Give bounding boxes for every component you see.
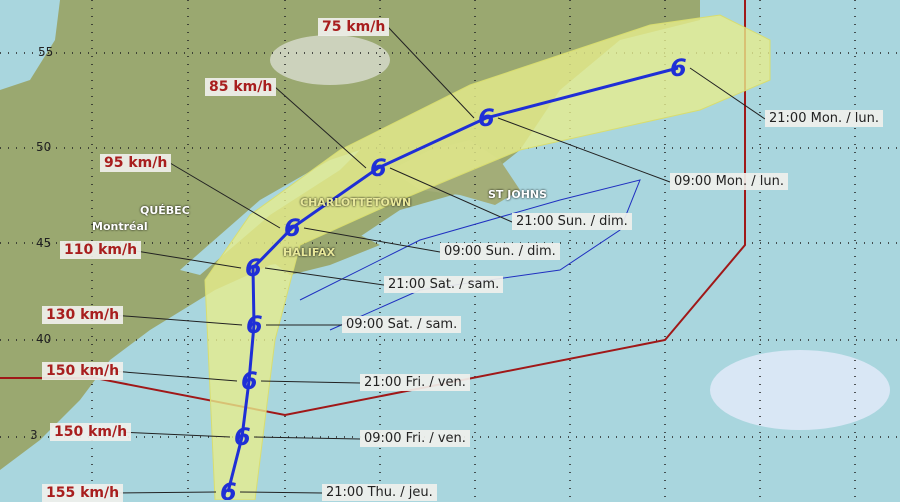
lat-label-35: 3 — [30, 428, 38, 442]
lat-label-45: 45 — [36, 236, 52, 250]
city-quebec: QUÉBEC — [140, 204, 190, 217]
uncertainty-cone — [204, 14, 771, 500]
forecast-track-line — [226, 66, 679, 493]
city-halifax: HALIFAX — [283, 246, 336, 259]
wind-speed-label: 130 km/h — [42, 306, 124, 324]
wind-leader-line — [274, 86, 367, 169]
time-leader-line — [264, 267, 385, 286]
hurricane-symbol-icon[interactable]: 6 — [220, 478, 237, 500]
hurricane-symbol-icon[interactable]: 6 — [245, 254, 262, 282]
hurricane-symbol-icon[interactable]: 6 — [478, 104, 495, 132]
wind-leader-line — [387, 26, 475, 119]
hurricane-symbol-icon[interactable]: 6 — [670, 54, 687, 82]
forecast-time-label: 21:00 Sun. / dim. — [512, 213, 632, 230]
hurricane-symbol-icon[interactable]: 6 — [246, 311, 263, 339]
hurricane-symbol-icon[interactable]: 6 — [370, 154, 387, 182]
wind-speed-label: 75 km/h — [318, 18, 390, 36]
forecast-time-label: 21:00 Fri. / ven. — [360, 374, 470, 391]
hurricane-symbol-icon[interactable]: 6 — [241, 367, 258, 395]
nova-scotia — [270, 230, 380, 275]
forecast-time-label: 21:00 Thu. / jeu. — [322, 484, 437, 501]
wind-speed-label: 95 km/h — [100, 154, 172, 172]
city-charlottetown: CHARLOTTETOWN — [300, 196, 412, 209]
forecast-time-label: 21:00 Sat. / sam. — [384, 276, 504, 293]
forecast-time-label: 09:00 Sat. / sam. — [342, 316, 462, 333]
wind-leader-line — [111, 491, 217, 494]
time-leader-line — [497, 117, 671, 183]
wind-leader-line — [111, 314, 243, 326]
wind-leader-line — [111, 370, 238, 382]
time-leader-line — [253, 436, 361, 440]
time-leader-line — [239, 491, 323, 494]
wind-leader-line — [169, 162, 281, 229]
wind-leader-line — [119, 431, 231, 438]
city-st-johns: ST JOHNS — [488, 188, 548, 201]
cloud — [710, 350, 890, 430]
city-montreal: Montréal — [92, 220, 148, 233]
wind-leader-line — [129, 249, 242, 269]
hurricane-symbol-icon[interactable]: 6 — [284, 214, 301, 242]
hudson-bay — [0, 0, 60, 90]
wind-speed-label: 150 km/h — [50, 423, 132, 441]
wind-speed-label: 155 km/h — [42, 484, 124, 502]
forecast-time-label: 09:00 Fri. / ven. — [360, 430, 470, 447]
time-leader-line — [260, 380, 361, 384]
forecast-time-label: 09:00 Sun. / dim. — [440, 243, 560, 260]
wind-speed-label: 110 km/h — [60, 241, 142, 259]
forecast-time-label: 21:00 Mon. / lun. — [765, 110, 884, 127]
time-leader-line — [303, 227, 441, 253]
lat-label-50: 50 — [36, 140, 52, 154]
time-leader-line — [689, 67, 766, 120]
wind-speed-label: 150 km/h — [42, 362, 124, 380]
wind-speed-label: 85 km/h — [205, 78, 277, 96]
time-leader-line — [389, 167, 513, 223]
forecast-time-label: 09:00 Mon. / lun. — [670, 173, 789, 190]
lat-label-55: 55 — [38, 45, 54, 59]
hurricane-symbol-icon[interactable]: 6 — [234, 423, 251, 451]
lat-label-40: 40 — [36, 332, 52, 346]
cloud — [270, 35, 390, 85]
